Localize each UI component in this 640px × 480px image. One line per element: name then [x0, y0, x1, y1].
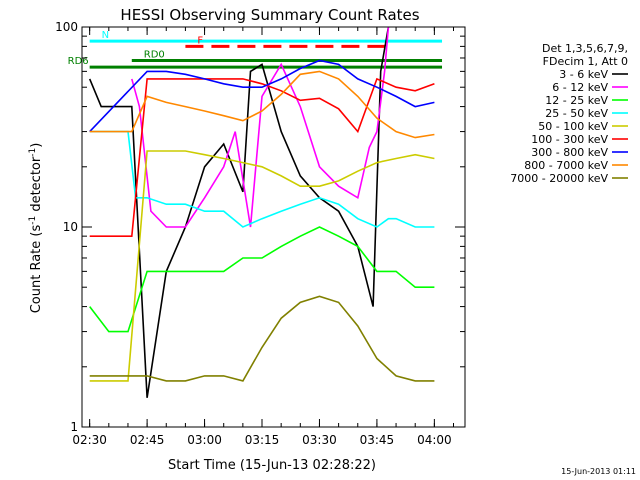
x-tick-label-1: 02:30 — [72, 433, 107, 447]
series-line-4 — [89, 130, 435, 228]
x-tick-label-6: 03:45 — [360, 433, 395, 447]
y-tick-label-2: 10 — [63, 220, 78, 234]
y-axis-label: Count Rate (s-1 detector-1) — [28, 143, 44, 314]
x-tick-label-5: 03:30 — [302, 433, 337, 447]
x-tick-label-4: 03:15 — [245, 433, 280, 447]
annotation-label-4: RD6 — [68, 56, 89, 67]
series-line-8 — [89, 70, 435, 139]
series-line-6 — [89, 77, 435, 237]
legend-header-line-1: Det 1,3,5,6,7,9, — [542, 42, 628, 55]
y-axis-label-main: Count Rate (s — [29, 225, 44, 314]
legend-label-5: 50 - 100 keV — [538, 120, 608, 133]
footer-date: 15-Jun-2013 01:11 — [561, 467, 636, 476]
x-tick-label-7: 04:00 — [417, 433, 452, 447]
y-axis-label-exp: -1 — [28, 216, 38, 225]
legend-label-9: 7000 - 20000 keV — [510, 172, 608, 185]
series-group — [88, 26, 435, 398]
annotations: N F RD0 RD6 — [68, 30, 443, 69]
axes: 02:30 02:45 03:00 03:15 03:30 03:45 04:00 1 10 10… — [55, 20, 466, 447]
x-axis-label: Start Time (15-Jun-13 02:28:22) — [168, 458, 376, 473]
legend-label-7: 300 - 800 keV — [531, 146, 608, 159]
legend-label-8: 800 - 7000 keV — [524, 159, 608, 172]
y-axis-label-close: ) — [29, 143, 44, 148]
x-tick-label-3: 03:00 — [187, 433, 222, 447]
legend: Det 1,3,5,6,7,9, FDecim 1, Att 0 3 - 6 k… — [510, 42, 628, 185]
legend-label-2: 6 - 12 keV — [552, 81, 608, 94]
series-line-5 — [89, 150, 435, 382]
legend-label-3: 12 - 25 keV — [545, 94, 608, 107]
x-tick-label-2: 02:45 — [130, 433, 165, 447]
y-tick-label-3: 100 — [55, 20, 78, 34]
plot-frame — [81, 26, 466, 428]
series-line-7 — [89, 59, 435, 133]
annotation-label-3: RD0 — [144, 49, 165, 60]
series-line-2 — [131, 26, 390, 228]
annotation-label-1: N — [102, 30, 109, 41]
legend-label-1: 3 - 6 keV — [559, 68, 608, 81]
series-line-9 — [89, 295, 435, 382]
y-tick-label-1: 1 — [70, 420, 78, 434]
legend-label-6: 100 - 300 keV — [531, 133, 608, 146]
annotation-label-2: F — [197, 35, 203, 46]
y-axis-label-rest: detector — [29, 156, 44, 216]
series-line-3 — [89, 226, 435, 333]
chart-title: HESSI Observing Summary Count Rates — [120, 6, 419, 24]
legend-label-4: 25 - 50 keV — [545, 107, 608, 120]
y-axis-label-exp2: -1 — [28, 148, 38, 157]
legend-header-line-2: FDecim 1, Att 0 — [543, 55, 628, 68]
